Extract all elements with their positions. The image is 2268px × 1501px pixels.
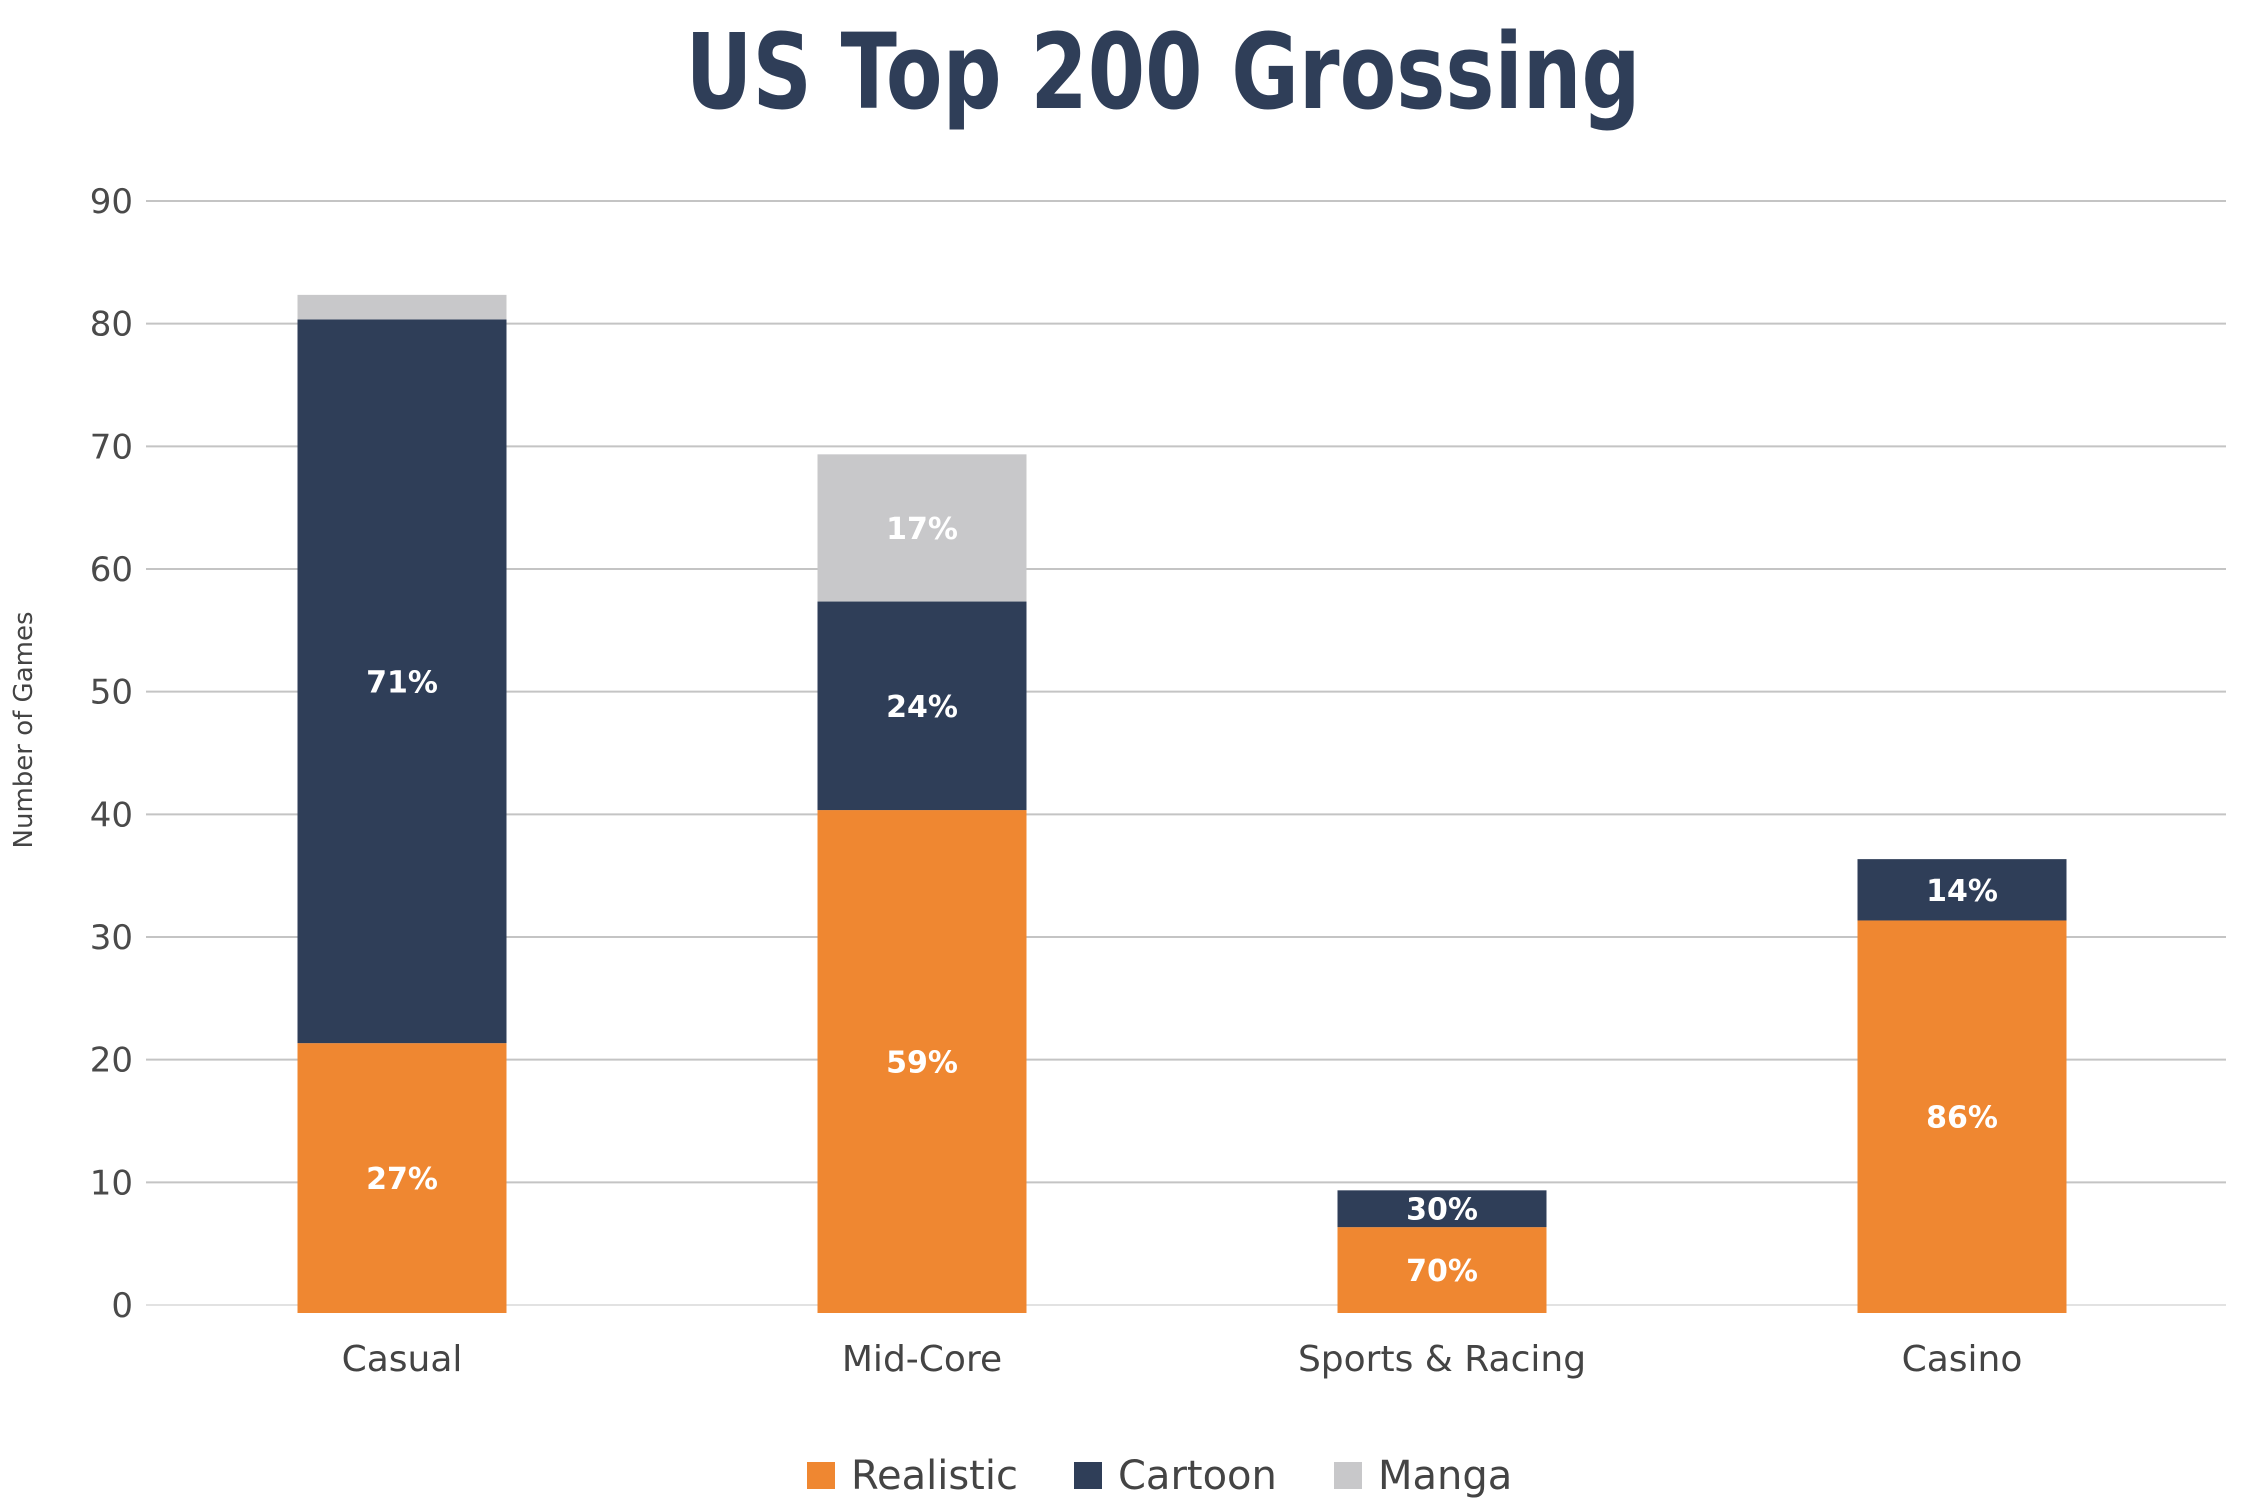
bar-segment-cartoon-mid-core [817, 601, 1027, 811]
legend: Realistic Cartoon Manga [807, 1453, 1512, 1499]
y-tick-label: 20 [90, 1041, 133, 1081]
bar-segment-realistic-casino [1857, 920, 2067, 1313]
data-label: 71% [366, 665, 438, 700]
bars [297, 294, 2067, 1313]
legend-swatch [1334, 1462, 1362, 1489]
bar-segment-realistic-mid-core [817, 810, 1027, 1313]
legend-swatch [1074, 1462, 1102, 1489]
x-tick-label: Mid-Core [842, 1339, 1002, 1380]
bar-segment-realistic-sports-racing [1337, 1227, 1547, 1313]
bar-segment-cartoon-casual [297, 319, 507, 1044]
y-axis-label: Number of Games [9, 612, 39, 849]
y-tick-label: 30 [90, 918, 133, 958]
bar-segment-manga-mid-core [817, 454, 1027, 602]
y-axis-ticks: 0 10 20 30 40 50 60 70 80 90 [90, 182, 133, 1326]
y-tick-label: 80 [90, 305, 133, 345]
data-labels: 27% 71% 59% 24% 17% 70% 30% 86% 14% [366, 512, 1998, 1289]
y-tick-label: 40 [90, 795, 133, 835]
legend-item-cartoon: Cartoon [1074, 1453, 1277, 1499]
y-tick-label: 50 [90, 673, 133, 713]
data-label: 17% [886, 512, 958, 547]
legend-label: Manga [1378, 1453, 1512, 1499]
data-label: 30% [1406, 1193, 1478, 1228]
legend-item-manga: Manga [1334, 1453, 1512, 1499]
y-tick-label: 60 [90, 550, 133, 590]
x-tick-label: Casino [1902, 1339, 2023, 1380]
bar-segment-manga-casual [297, 294, 507, 320]
x-axis-labels: Casual Mid-Core Sports & Racing Casino [342, 1339, 2023, 1380]
bar-segment-cartoon-casino [1857, 859, 2067, 921]
legend-label: Cartoon [1118, 1453, 1277, 1499]
data-label: 14% [1926, 874, 1998, 909]
bar-segment-realistic-casual [297, 1043, 507, 1313]
x-tick-label: Sports & Racing [1298, 1339, 1586, 1380]
data-label: 59% [886, 1046, 958, 1081]
data-label: 24% [886, 690, 958, 725]
data-label: 27% [366, 1162, 438, 1197]
y-tick-label: 0 [111, 1286, 133, 1326]
legend-label: Realistic [851, 1453, 1018, 1499]
data-label: 86% [1926, 1101, 1998, 1136]
chart-title: US Top 200 Grossing [686, 11, 1641, 133]
y-tick-label: 10 [90, 1163, 133, 1203]
legend-swatch [807, 1462, 835, 1489]
data-label: 70% [1406, 1254, 1478, 1289]
legend-item-realistic: Realistic [807, 1453, 1018, 1499]
y-tick-label: 70 [90, 427, 133, 467]
x-tick-label: Casual [342, 1339, 463, 1380]
y-tick-label: 90 [90, 182, 133, 222]
bar-segment-cartoon-sports-racing [1337, 1190, 1547, 1228]
